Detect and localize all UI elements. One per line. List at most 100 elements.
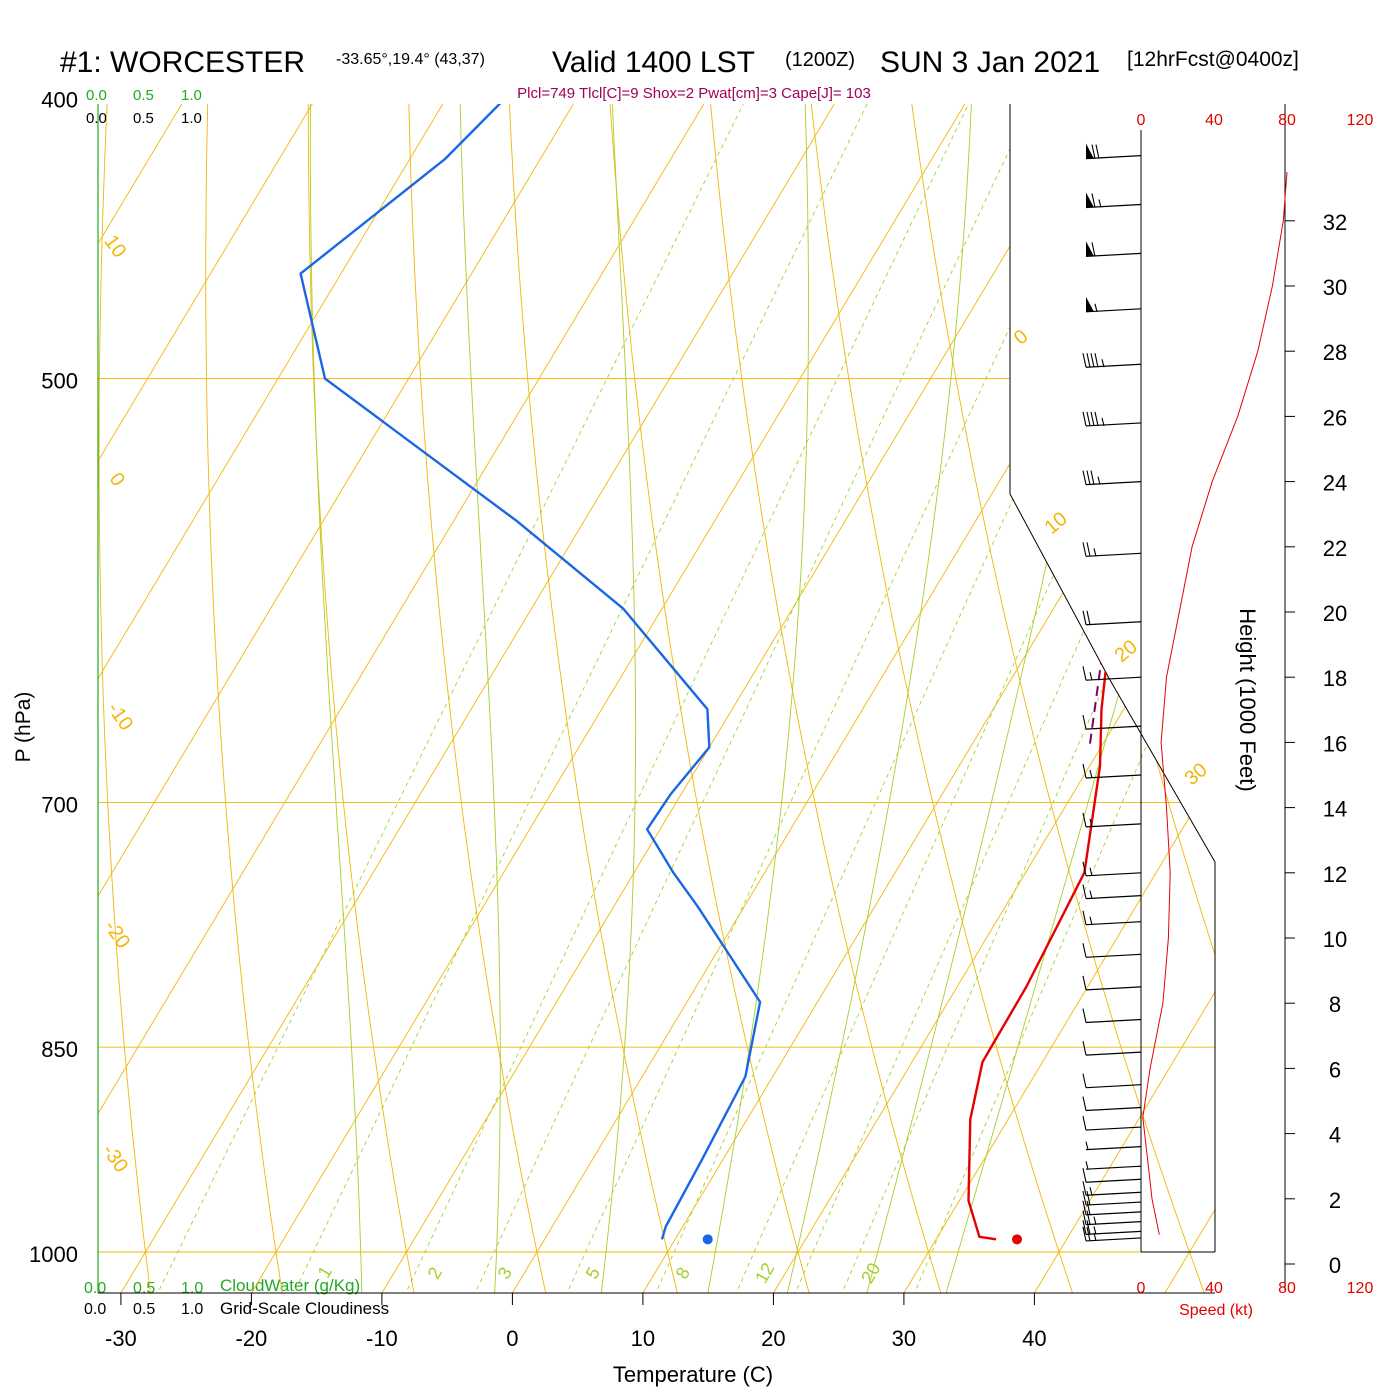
surface-temperature-dot xyxy=(1012,1234,1023,1245)
wind-barb xyxy=(1082,943,1142,958)
speed-tick-top-0: 0 xyxy=(1137,112,1146,129)
wind-barb-half-flag xyxy=(1089,769,1093,779)
dry-adiabat-label: 10 xyxy=(1041,508,1072,539)
wind-barb-staff xyxy=(1085,1201,1142,1206)
wind-barb-staff xyxy=(1085,308,1142,313)
dry-adiabat-label: 30 xyxy=(1181,759,1212,790)
wind-barb-flag xyxy=(1082,610,1087,625)
dry-adiabat-label: 20 xyxy=(1111,636,1142,667)
temperature-line xyxy=(967,104,1180,1241)
wind-barb xyxy=(1082,861,1142,877)
wind-barb xyxy=(1082,812,1142,828)
wind-barb xyxy=(1085,296,1142,313)
wind-barb-staff xyxy=(1085,1178,1142,1183)
wind-barb xyxy=(1085,1141,1142,1151)
wind-barb xyxy=(1085,192,1142,209)
wind-barb-flag xyxy=(1082,411,1087,427)
wind-barb xyxy=(1082,1096,1142,1112)
wind-barb xyxy=(1085,1161,1142,1170)
wind-barb-flag xyxy=(1082,714,1087,730)
zulu-time: (1200Z) xyxy=(785,49,855,71)
height-tick-label: 8 xyxy=(1329,992,1341,1017)
sounding-indices: Plcl=749 Tlcl[C]=9 Shox=2 Pwat[cm]=3 Cap… xyxy=(517,85,871,102)
cloudiness-label: Grid-Scale Cloudiness xyxy=(220,1299,389,1318)
wind-barb-flag xyxy=(1086,542,1091,557)
height-axis-title: Height (1000 Feet) xyxy=(1235,608,1260,791)
temperature-tick-label: 30 xyxy=(892,1326,916,1351)
wind-barb-staff xyxy=(1085,1018,1142,1024)
wind-barb-flag xyxy=(1082,861,1087,876)
wind-panel xyxy=(1082,130,1288,1252)
dry-adiabat-label: 0 xyxy=(1010,325,1033,349)
thermo-grid xyxy=(98,104,1215,1293)
isotherm-line xyxy=(642,104,1215,1293)
wind-barb-flag xyxy=(1086,353,1091,368)
wind-barb-flag xyxy=(1082,470,1087,485)
wind-barb-staff xyxy=(1085,1165,1142,1170)
mixing-ratio-label: 2 xyxy=(424,1264,446,1283)
wind-barb-staff xyxy=(1085,1191,1142,1196)
wind-barb-staff xyxy=(1085,1084,1142,1089)
wind-barb xyxy=(1082,1200,1142,1216)
wind-barb-staff xyxy=(1085,823,1142,828)
wind-barb-flag xyxy=(1082,542,1087,557)
dry-adiabat-label: 10 xyxy=(100,231,131,262)
dry-adiabat-label: -30 xyxy=(98,1140,133,1176)
wind-barb xyxy=(1082,884,1142,900)
moist-adiabat-line xyxy=(857,104,1190,1293)
cloudiness-tick-bottom-2: 1.0 xyxy=(181,1301,203,1318)
wind-barb-flag xyxy=(1086,1190,1091,1206)
height-tick-label: 16 xyxy=(1323,731,1347,756)
height-tick-label: 12 xyxy=(1323,862,1347,887)
dry-adiabat-line xyxy=(682,104,952,1293)
wind-barb-flag xyxy=(1086,470,1091,485)
wind-barb-half-flag xyxy=(1089,867,1093,876)
mixing-ratio-label: 12 xyxy=(751,1259,778,1286)
dry-adiabat-line xyxy=(98,104,163,1293)
speed-axis-label: Speed (kt) xyxy=(1179,1302,1253,1319)
wind-barb-flag xyxy=(1090,411,1095,427)
wind-barb-half-flag xyxy=(1089,1187,1093,1196)
wind-barb-staff xyxy=(1085,921,1142,926)
speed-tick-top-3: 120 xyxy=(1347,112,1374,129)
dry-adiabat-line xyxy=(205,104,288,1293)
wind-barb-flag xyxy=(1082,1210,1087,1225)
isotherm-line xyxy=(1034,104,1215,1293)
wind-barb-staff xyxy=(1085,872,1142,877)
wind-barb-flag xyxy=(1094,353,1099,368)
wind-barb xyxy=(1082,910,1142,926)
wind-barb-flag xyxy=(1086,1220,1091,1235)
wind-barb xyxy=(1082,1210,1142,1226)
wind-barb-flag xyxy=(1091,193,1096,208)
wind-barb-pennant xyxy=(1086,143,1094,159)
speed-tick-top-2: 80 xyxy=(1278,112,1296,129)
station-coords: -33.65°,19.4° (43,37) xyxy=(336,51,485,68)
mixing-ratio-line xyxy=(141,104,747,1293)
wind-barb-half-flag xyxy=(1089,818,1093,828)
wind-barb-flag xyxy=(1091,144,1096,159)
speed-tick-bottom-1: 40 xyxy=(1205,1280,1223,1297)
y-axis-title: P (hPa) xyxy=(12,692,35,763)
moist-adiabat-line xyxy=(701,104,809,1293)
forecast-label: [12hrFcst@0400z] xyxy=(1127,48,1299,71)
wind-barb-flag xyxy=(1082,812,1087,828)
wind-barb xyxy=(1082,542,1142,557)
cloudwater-tick-bottom-1: 0.5 xyxy=(133,1280,155,1297)
dry-adiabat-line xyxy=(501,104,686,1293)
wind-barb-staff xyxy=(1085,1237,1142,1242)
wind-barb-staff xyxy=(1085,953,1142,958)
temperature-tick-label: -10 xyxy=(366,1326,398,1351)
wind-barb-half-flag xyxy=(1089,890,1093,899)
wind-barb xyxy=(1082,714,1142,730)
height-tick-label: 24 xyxy=(1323,471,1347,496)
wind-barb-staff xyxy=(1085,1126,1142,1131)
wind-barb-flag xyxy=(1082,943,1087,958)
valid-date: SUN 3 Jan 2021 xyxy=(880,46,1100,79)
dry-adiabat-line xyxy=(307,104,421,1293)
dewpoint-line xyxy=(299,104,762,1240)
speed-tick-top-1: 40 xyxy=(1205,112,1223,129)
wind-barb xyxy=(1082,1220,1142,1235)
wind-barb-flag xyxy=(1082,353,1087,368)
wind-barb-flag xyxy=(1086,610,1091,625)
